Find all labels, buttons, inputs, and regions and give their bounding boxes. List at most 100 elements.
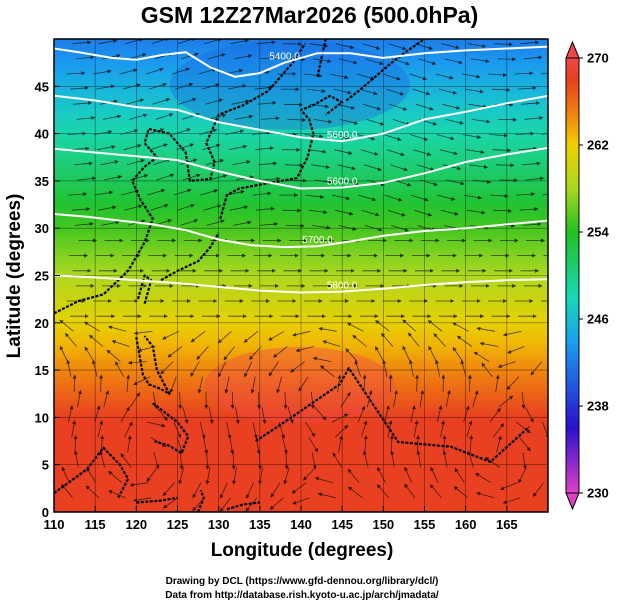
streamline-arrow <box>218 361 227 378</box>
height-contour-label: 5800.0 <box>327 281 358 292</box>
streamline-arrow <box>521 101 540 106</box>
height-contour-line <box>54 146 548 190</box>
streamline-arrow <box>362 450 369 468</box>
streamline-arrow <box>59 345 68 362</box>
streamline-arrow <box>205 159 224 166</box>
streamline-arrow <box>232 467 237 485</box>
x-tick-label: 160 <box>455 517 477 532</box>
streamline-arrow <box>74 222 94 227</box>
streamline-arrow <box>305 194 325 199</box>
colorbar-label: 262 <box>587 138 609 153</box>
streamline-arrow <box>201 83 220 90</box>
streamline-arrow <box>433 333 446 347</box>
x-tick-label: 150 <box>372 517 394 532</box>
streamline-arrow <box>97 420 104 438</box>
streamline-arrow <box>498 395 514 408</box>
streamline-arrow <box>347 468 360 483</box>
streamline-arrow <box>525 406 534 423</box>
streamline-arrow <box>518 467 527 484</box>
streamline-arrow <box>520 40 540 45</box>
coastline-ryukyu-chain <box>160 232 220 282</box>
streamline-arrow <box>199 189 219 196</box>
streamline-arrow <box>230 39 249 45</box>
streamline-arrow <box>108 470 123 484</box>
streamline-arrow <box>435 73 454 80</box>
streamline-arrow <box>182 173 201 181</box>
streamline-arrow <box>84 346 95 362</box>
streamline-arrow <box>100 160 119 166</box>
streamline-arrow <box>416 435 421 453</box>
streamline-arrow <box>338 435 344 453</box>
height-contour-label: 5600.0 <box>327 177 358 188</box>
streamline-arrow <box>171 67 190 75</box>
streamline-arrow <box>525 176 545 181</box>
streamline-arrow <box>250 376 256 394</box>
colorbar-label: 254 <box>587 225 609 240</box>
y-tick-label: 20 <box>35 316 49 331</box>
coastline-micronesia <box>255 367 530 463</box>
streamline-arrow <box>410 405 416 423</box>
streamline-arrow <box>204 391 209 410</box>
streamline-arrow <box>205 452 210 470</box>
streamline-arrow <box>384 405 390 423</box>
streamline-arrow <box>190 330 206 343</box>
streamline-arrow <box>76 115 96 120</box>
streamline-arrow <box>388 43 407 51</box>
x-tick-label: 120 <box>125 517 147 532</box>
streamline-arrow <box>226 422 232 440</box>
streamline-arrow <box>71 207 91 212</box>
streamline-arrow <box>456 335 473 347</box>
streamline-arrow <box>74 161 93 166</box>
streamline-arrow <box>199 128 218 135</box>
streamline-arrow <box>73 435 78 453</box>
streamline-arrow <box>492 423 505 438</box>
streamline-arrow <box>375 320 390 332</box>
streamline-arrow <box>489 194 509 198</box>
streamline-arrow <box>203 204 222 211</box>
streamline-arrow <box>392 119 411 126</box>
streamline-arrow <box>466 209 486 215</box>
streamline-arrow <box>391 225 409 232</box>
streamline-arrow <box>469 164 488 169</box>
coastline-sulawesi <box>136 496 178 504</box>
streamline-arrow <box>338 225 357 231</box>
streamline-arrow <box>207 53 226 60</box>
streamline-arrow <box>181 52 199 60</box>
streamline-arrow <box>507 346 525 354</box>
streamline-arrow <box>497 361 516 368</box>
streamline-arrow <box>460 359 467 377</box>
streamline-arrow <box>169 376 177 394</box>
streamline-arrow <box>522 452 527 470</box>
streamline-arrow <box>160 361 174 375</box>
streamline-arrow <box>467 43 487 48</box>
streamline-arrow <box>223 346 236 361</box>
streamline-arrow <box>224 376 230 394</box>
streamline-arrow <box>99 450 105 468</box>
streamline-arrow <box>493 208 512 213</box>
streamline-arrow <box>133 330 153 336</box>
streamline-arrow <box>488 72 508 77</box>
streamline-arrow <box>101 220 120 226</box>
streamline-arrow <box>475 473 492 484</box>
streamline-arrow <box>235 406 240 425</box>
streamline-arrow <box>331 134 350 140</box>
streamline-arrow <box>494 42 513 47</box>
streamline-arrow <box>153 158 171 166</box>
streamline-arrow <box>125 98 145 105</box>
streamline-arrow <box>470 58 490 63</box>
streamline-arrow <box>409 134 428 141</box>
streamline-arrow <box>390 164 409 172</box>
streamline-arrow <box>489 133 508 138</box>
streamline-arrow <box>173 188 192 196</box>
streamline-arrow <box>418 58 437 65</box>
streamline-arrow <box>231 99 250 105</box>
streamline-arrow <box>465 88 484 94</box>
streamline-arrow <box>366 119 385 126</box>
map-plot-area[interactable]: 5400.0 5600.0 5600.0 5700.0 5800.0 <box>54 38 562 512</box>
streamline-arrow <box>312 58 332 64</box>
height-contour-label: 5700.0 <box>302 235 333 246</box>
colorbar-label: 270 <box>587 51 609 66</box>
streamline-arrow <box>270 482 281 498</box>
streamline-arrow <box>67 131 87 136</box>
streamline-arrow <box>540 72 548 75</box>
